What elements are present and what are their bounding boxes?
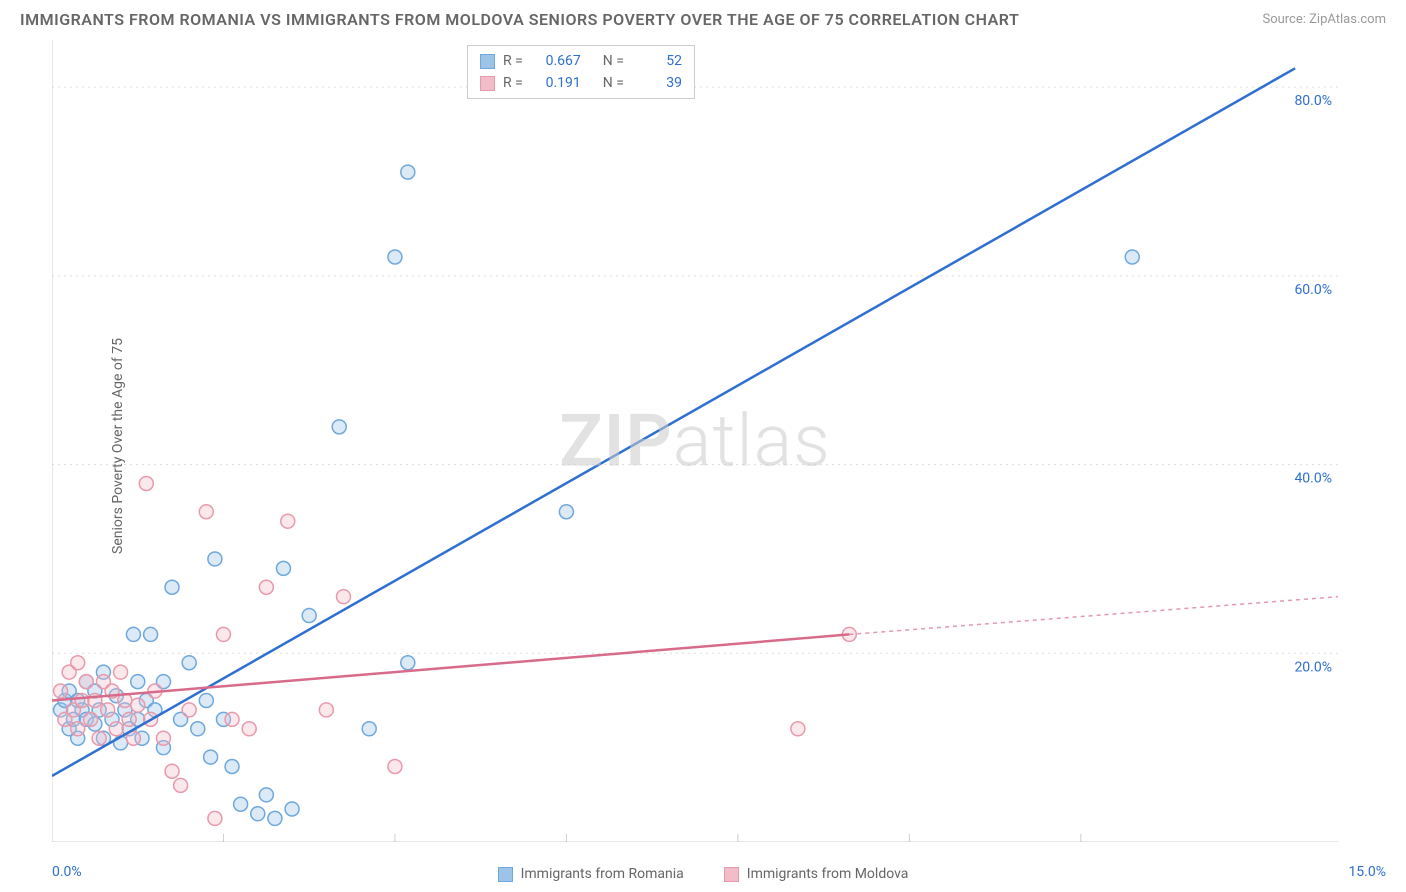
- legend-swatch-romania: [498, 867, 513, 882]
- source-name: ZipAtlas.com: [1309, 12, 1386, 27]
- legend-label-moldova: Immigrants from Moldova: [747, 866, 909, 882]
- chart-svg: 20.0% 40.0% 60.0% 80.0%: [52, 40, 1338, 842]
- swatch-moldova: [480, 76, 495, 91]
- n-label-romania: N =: [603, 50, 624, 72]
- plot-area: 20.0% 40.0% 60.0% 80.0% R = 0.667 N = 52 R …: [52, 40, 1338, 842]
- chart-container: IMMIGRANTS FROM ROMANIA VS IMMIGRANTS FR…: [0, 0, 1406, 892]
- chart-title: IMMIGRANTS FROM ROMANIA VS IMMIGRANTS FR…: [20, 10, 1019, 29]
- legend-item-moldova: Immigrants from Moldova: [724, 866, 909, 882]
- n-value-moldova: 39: [632, 72, 682, 94]
- stats-legend: R = 0.667 N = 52 R = 0.191 N = 39: [467, 45, 695, 99]
- source-attribution: Source: ZipAtlas.com: [1262, 12, 1386, 27]
- swatch-romania: [480, 54, 495, 69]
- series-legend: Immigrants from Romania Immigrants from …: [0, 866, 1406, 882]
- legend-swatch-moldova: [724, 867, 739, 882]
- r-value-romania: 0.667: [531, 50, 581, 72]
- svg-text:80.0%: 80.0%: [1294, 93, 1332, 109]
- r-label-moldova: R =: [503, 72, 523, 94]
- svg-text:20.0%: 20.0%: [1294, 659, 1332, 675]
- legend-row-romania: R = 0.667 N = 52: [480, 50, 682, 72]
- legend-row-moldova: R = 0.191 N = 39: [480, 72, 682, 94]
- legend-item-romania: Immigrants from Romania: [498, 866, 684, 882]
- svg-text:60.0%: 60.0%: [1294, 282, 1332, 298]
- r-label-romania: R =: [503, 50, 523, 72]
- n-value-romania: 52: [632, 50, 682, 72]
- legend-label-romania: Immigrants from Romania: [521, 866, 684, 882]
- r-value-moldova: 0.191: [531, 72, 581, 94]
- n-label-moldova: N =: [603, 72, 624, 94]
- svg-text:40.0%: 40.0%: [1294, 471, 1332, 487]
- source-label: Source:: [1262, 12, 1309, 27]
